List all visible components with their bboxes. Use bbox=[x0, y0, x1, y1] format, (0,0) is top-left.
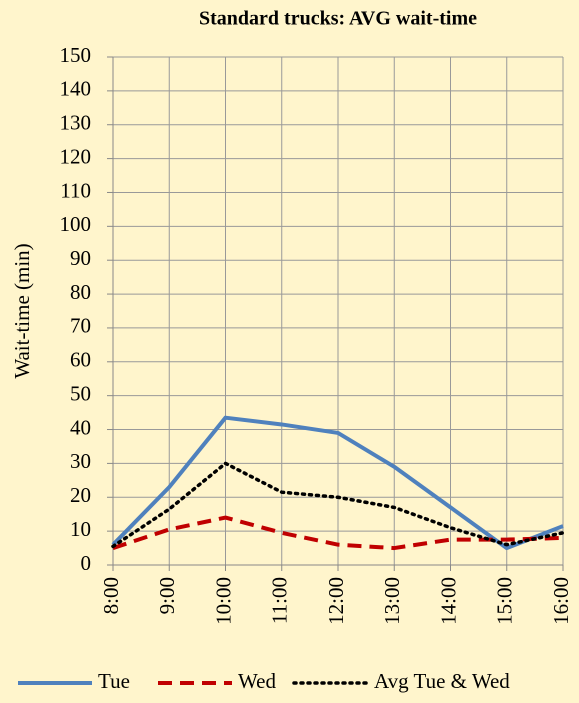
legend-label: Wed bbox=[238, 669, 276, 693]
y-tick-label: 150 bbox=[60, 43, 92, 67]
y-tick-label: 140 bbox=[60, 77, 92, 101]
y-tick-label: 40 bbox=[70, 415, 91, 439]
y-tick-label: 110 bbox=[60, 178, 91, 202]
x-tick-label: 10:00 bbox=[211, 577, 235, 625]
x-tick-label: 12:00 bbox=[324, 577, 348, 625]
y-tick-label: 100 bbox=[60, 212, 92, 236]
y-tick-label: 50 bbox=[70, 381, 91, 405]
y-tick-label: 80 bbox=[70, 280, 91, 304]
x-tick-label: 15:00 bbox=[493, 577, 517, 625]
y-tick-label: 0 bbox=[81, 551, 92, 575]
y-tick-label: 20 bbox=[70, 483, 91, 507]
legend-label: Tue bbox=[98, 669, 130, 693]
data-line bbox=[111, 461, 565, 549]
data-line bbox=[111, 415, 564, 551]
y-tick-label: 90 bbox=[70, 246, 91, 270]
y-tick-label: 130 bbox=[60, 111, 92, 135]
y-tick-label: 30 bbox=[70, 449, 91, 473]
y-tick-label: 60 bbox=[70, 348, 91, 372]
y-axis-label: Wait-time (min) bbox=[10, 243, 34, 378]
x-tick-label: 9:00 bbox=[155, 577, 179, 614]
y-tick-label: 10 bbox=[70, 517, 91, 541]
x-tick-label: 16:00 bbox=[549, 577, 573, 625]
x-tick-label: 13:00 bbox=[380, 577, 404, 625]
y-tick-label: 120 bbox=[60, 144, 92, 168]
x-tick-label: 8:00 bbox=[99, 577, 123, 614]
legend-label: Avg Tue & Wed bbox=[374, 669, 510, 693]
y-tick-label: 70 bbox=[70, 314, 91, 338]
chart-title: Standard trucks: AVG wait-time bbox=[199, 8, 477, 30]
x-tick-label: 11:00 bbox=[268, 577, 292, 624]
x-tick-label: 14:00 bbox=[436, 577, 460, 625]
